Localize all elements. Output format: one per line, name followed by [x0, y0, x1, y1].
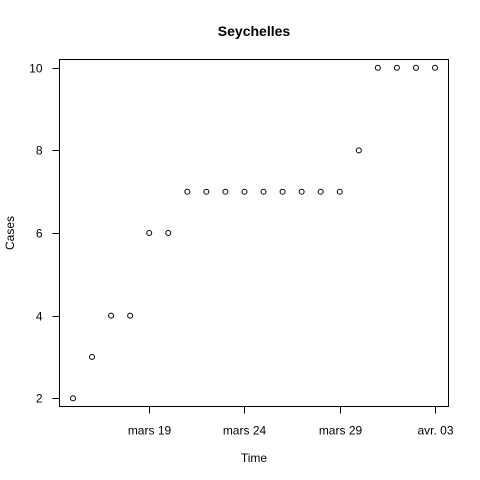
- data-point: [355, 147, 362, 154]
- data-point: [260, 188, 267, 195]
- data-point: [184, 188, 191, 195]
- data-point: [279, 188, 286, 195]
- data-point: [241, 188, 248, 195]
- chart-title: Seychelles: [218, 23, 291, 39]
- y-tick-label: 10: [29, 62, 43, 76]
- data-point: [393, 64, 400, 71]
- x-axis: mars 19 mars 24 mars 29 avr. 03: [128, 406, 454, 438]
- y-axis-label: Cases: [3, 216, 17, 250]
- x-axis-label: Time: [241, 451, 268, 465]
- x-tick-label: mars 29: [319, 424, 363, 438]
- data-point: [203, 188, 210, 195]
- data-point: [89, 353, 96, 360]
- data-point: [70, 395, 76, 402]
- y-tick-label: 6: [36, 227, 43, 241]
- x-tick-label: mars 24: [223, 424, 267, 438]
- data-point: [374, 64, 381, 71]
- x-tick-label: avr. 03: [417, 424, 453, 438]
- data-points: [70, 64, 438, 402]
- data-point: [108, 312, 115, 319]
- y-axis: 2 4 6 8 10: [29, 62, 60, 406]
- data-point: [432, 64, 438, 71]
- y-tick-label: 8: [36, 144, 43, 158]
- plot-frame: [59, 59, 449, 407]
- data-point: [165, 230, 172, 236]
- x-tick-label: mars 19: [128, 424, 172, 438]
- data-point: [412, 64, 419, 71]
- y-tick-label: 4: [36, 310, 43, 324]
- data-point: [317, 188, 324, 195]
- data-point: [336, 188, 343, 195]
- data-point: [222, 188, 229, 195]
- data-point: [146, 230, 153, 236]
- data-point: [298, 188, 305, 195]
- data-point: [127, 312, 134, 319]
- y-tick-label: 2: [36, 392, 43, 406]
